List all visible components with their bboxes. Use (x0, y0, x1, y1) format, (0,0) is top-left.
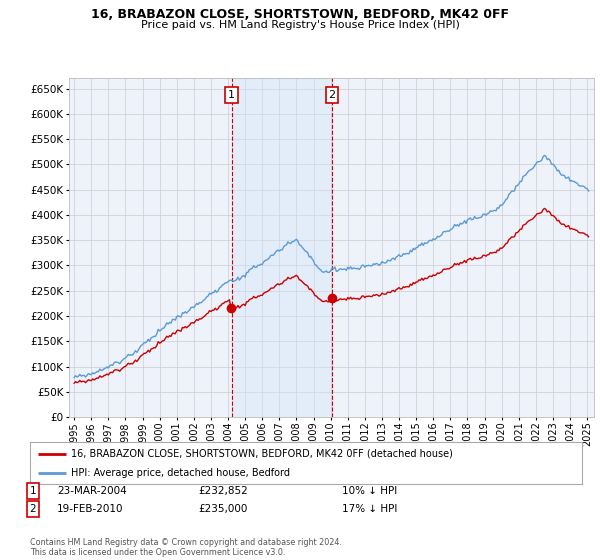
Text: 10% ↓ HPI: 10% ↓ HPI (342, 486, 397, 496)
Text: 2: 2 (329, 90, 335, 100)
Text: HPI: Average price, detached house, Bedford: HPI: Average price, detached house, Bedf… (71, 468, 290, 478)
Text: Price paid vs. HM Land Registry's House Price Index (HPI): Price paid vs. HM Land Registry's House … (140, 20, 460, 30)
Text: £235,000: £235,000 (198, 504, 247, 514)
Text: 23-MAR-2004: 23-MAR-2004 (57, 486, 127, 496)
Text: 2: 2 (29, 504, 37, 514)
Text: 17% ↓ HPI: 17% ↓ HPI (342, 504, 397, 514)
Text: 1: 1 (228, 90, 235, 100)
Text: £232,852: £232,852 (198, 486, 248, 496)
Text: 19-FEB-2010: 19-FEB-2010 (57, 504, 124, 514)
Bar (232, 78, 332, 417)
Text: 16, BRABAZON CLOSE, SHORTSTOWN, BEDFORD, MK42 0FF: 16, BRABAZON CLOSE, SHORTSTOWN, BEDFORD,… (91, 8, 509, 21)
Text: 1: 1 (29, 486, 37, 496)
Text: Contains HM Land Registry data © Crown copyright and database right 2024.
This d: Contains HM Land Registry data © Crown c… (30, 538, 342, 557)
Text: 16, BRABAZON CLOSE, SHORTSTOWN, BEDFORD, MK42 0FF (detached house): 16, BRABAZON CLOSE, SHORTSTOWN, BEDFORD,… (71, 449, 453, 459)
